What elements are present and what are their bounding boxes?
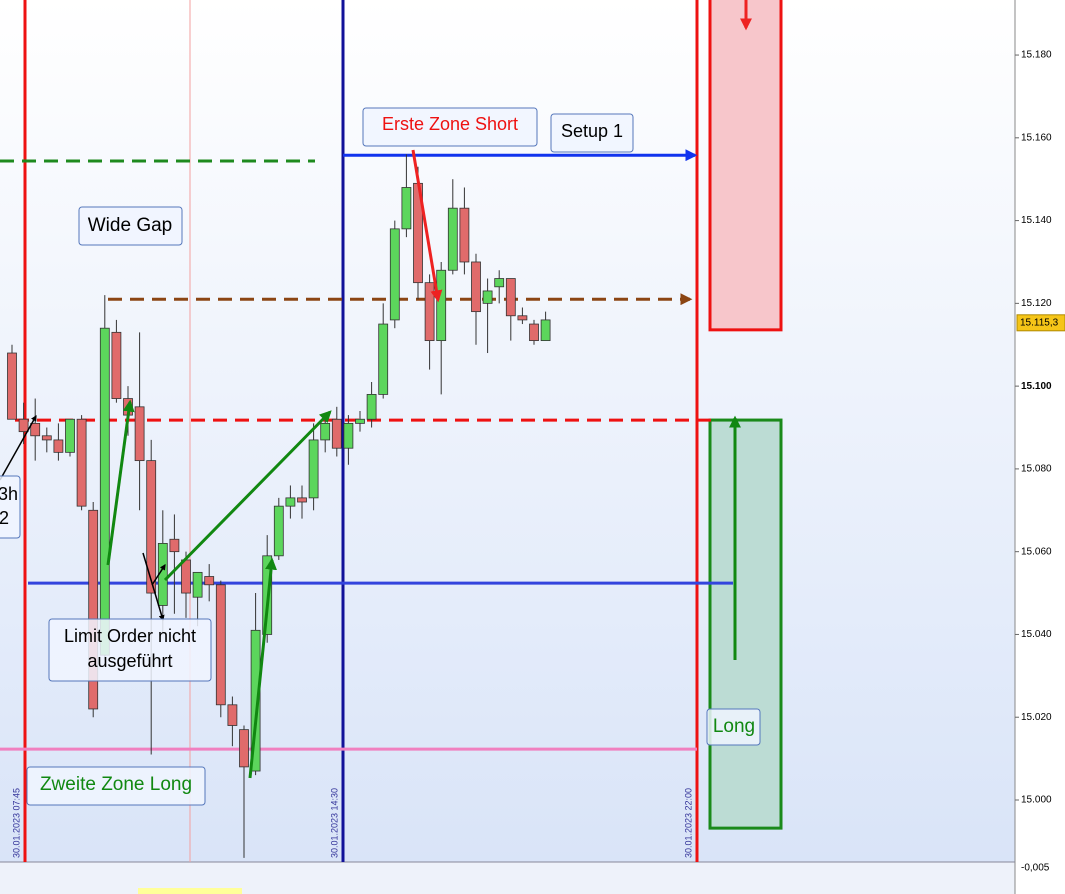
y-tick-label: 15.080 xyxy=(1021,464,1052,475)
candle-body xyxy=(76,418,87,507)
annotation-box xyxy=(26,766,206,806)
annotation-text: Zweite Zone Long xyxy=(40,774,192,795)
axis-background xyxy=(1015,0,1065,894)
candle-body xyxy=(424,282,435,342)
annotation-box xyxy=(48,618,212,682)
candle-body xyxy=(111,331,122,399)
annotation-box xyxy=(0,475,21,539)
candle-body xyxy=(169,538,180,553)
candle-body xyxy=(146,460,157,594)
annotation-box xyxy=(78,206,183,246)
annotation-arrow xyxy=(248,557,278,779)
annotation-arrow xyxy=(411,149,443,303)
candle-body xyxy=(134,406,145,462)
annotation-text: Setup 1 xyxy=(561,121,623,141)
annotation-arrow xyxy=(106,399,135,566)
candle-body xyxy=(447,207,458,271)
candle-body xyxy=(53,439,64,453)
last-price-badge xyxy=(1016,314,1065,332)
candle-body xyxy=(366,394,377,420)
candle-body xyxy=(389,228,400,321)
candle-body xyxy=(227,704,238,726)
candle-body xyxy=(18,418,29,433)
candle-body xyxy=(239,729,249,768)
candle-body xyxy=(436,269,447,342)
y-tick-label: 15.000 xyxy=(1021,795,1052,806)
annotation-text: Long xyxy=(713,716,755,737)
candle-body xyxy=(540,319,551,342)
candle-body xyxy=(471,261,481,313)
candle-body xyxy=(30,422,41,437)
candle-body xyxy=(204,576,215,586)
y-tick-label: 15.100 xyxy=(1021,381,1052,392)
y-tick-label: 15.140 xyxy=(1021,215,1052,226)
annotation-arrow xyxy=(142,552,165,622)
time-marker-label: 30.01.2023 07:45 xyxy=(11,788,21,858)
y-tick-label: 15.180 xyxy=(1021,50,1052,61)
annotation-box xyxy=(362,107,538,147)
annotation-text: ausgeführt xyxy=(87,651,172,671)
candle-body xyxy=(297,497,307,503)
y-tick-label: 15.060 xyxy=(1021,546,1052,557)
candle-body xyxy=(482,290,493,304)
annotation-text: Wide Gap xyxy=(88,215,172,236)
candle-body xyxy=(529,323,539,342)
candle-body xyxy=(88,509,99,710)
y-tick-label: 15.020 xyxy=(1021,712,1052,723)
lower-panel-label: -0,005 xyxy=(1021,863,1050,874)
annotation-arrow xyxy=(151,563,166,586)
annotation-box xyxy=(706,708,761,746)
time-marker-label: 30.01.2023 14:30 xyxy=(329,788,339,858)
y-tick-label: 15.160 xyxy=(1021,132,1052,143)
candle-body xyxy=(273,505,284,557)
candle-body xyxy=(378,323,389,395)
y-tick-label: 15.120 xyxy=(1021,298,1052,309)
annotation-text: Limit Order nicht xyxy=(64,626,196,646)
time-marker-label: 30.01.2023 22:00 xyxy=(683,788,693,858)
candle-body xyxy=(517,315,528,321)
candle-body xyxy=(331,418,342,449)
candle-body xyxy=(401,187,412,230)
annotation-text: Erste Zone Short xyxy=(382,114,518,134)
annotation-text: 3h xyxy=(0,484,18,504)
candle-body xyxy=(494,278,505,288)
candle-body xyxy=(181,559,191,594)
candle-body xyxy=(41,435,52,441)
annotation-box xyxy=(550,113,634,153)
candle-body xyxy=(320,422,331,441)
candle-body xyxy=(355,418,365,424)
y-tick-label: 15.040 xyxy=(1021,629,1052,640)
candle-body xyxy=(215,584,226,706)
zone xyxy=(708,0,783,332)
candle-body xyxy=(250,629,261,772)
candle-body xyxy=(343,422,354,449)
zone xyxy=(708,418,783,830)
candle-body xyxy=(65,418,75,453)
last-price-label: 15.115,3 xyxy=(1020,317,1059,328)
candle-body xyxy=(192,571,203,598)
time-highlight xyxy=(138,888,242,894)
candle-body xyxy=(285,497,296,507)
candle-body xyxy=(505,278,516,317)
annotation-arrow xyxy=(163,410,332,582)
candle-body xyxy=(99,327,110,656)
annotation-arrow xyxy=(0,414,37,481)
candle-body xyxy=(308,439,319,499)
candle-body xyxy=(459,207,470,263)
candle-body xyxy=(7,352,17,420)
annotation-text: 2 xyxy=(0,508,9,528)
